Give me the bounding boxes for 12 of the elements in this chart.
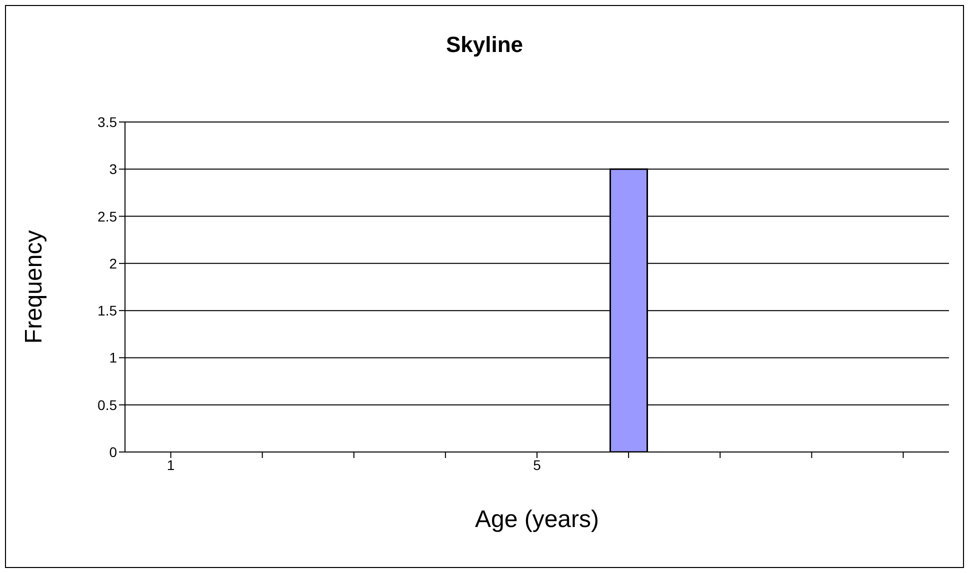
chart-title: Skyline [444,32,524,58]
x-tick-label: 5 [533,456,542,473]
y-tick-label: 0.5 [98,396,118,413]
y-tick-label: 2 [109,255,118,272]
y-tick-label: 3.5 [98,114,118,130]
y-tick-label: 1.5 [98,302,118,319]
y-axis-title: Frequency [20,230,48,344]
y-tick-label: 0 [109,444,118,460]
y-tick-label: 3 [109,161,118,178]
y-tick-label: 2.5 [98,208,118,224]
y-tick-label: 1 [109,350,118,366]
x-axis-title: Age (years) [474,506,600,534]
